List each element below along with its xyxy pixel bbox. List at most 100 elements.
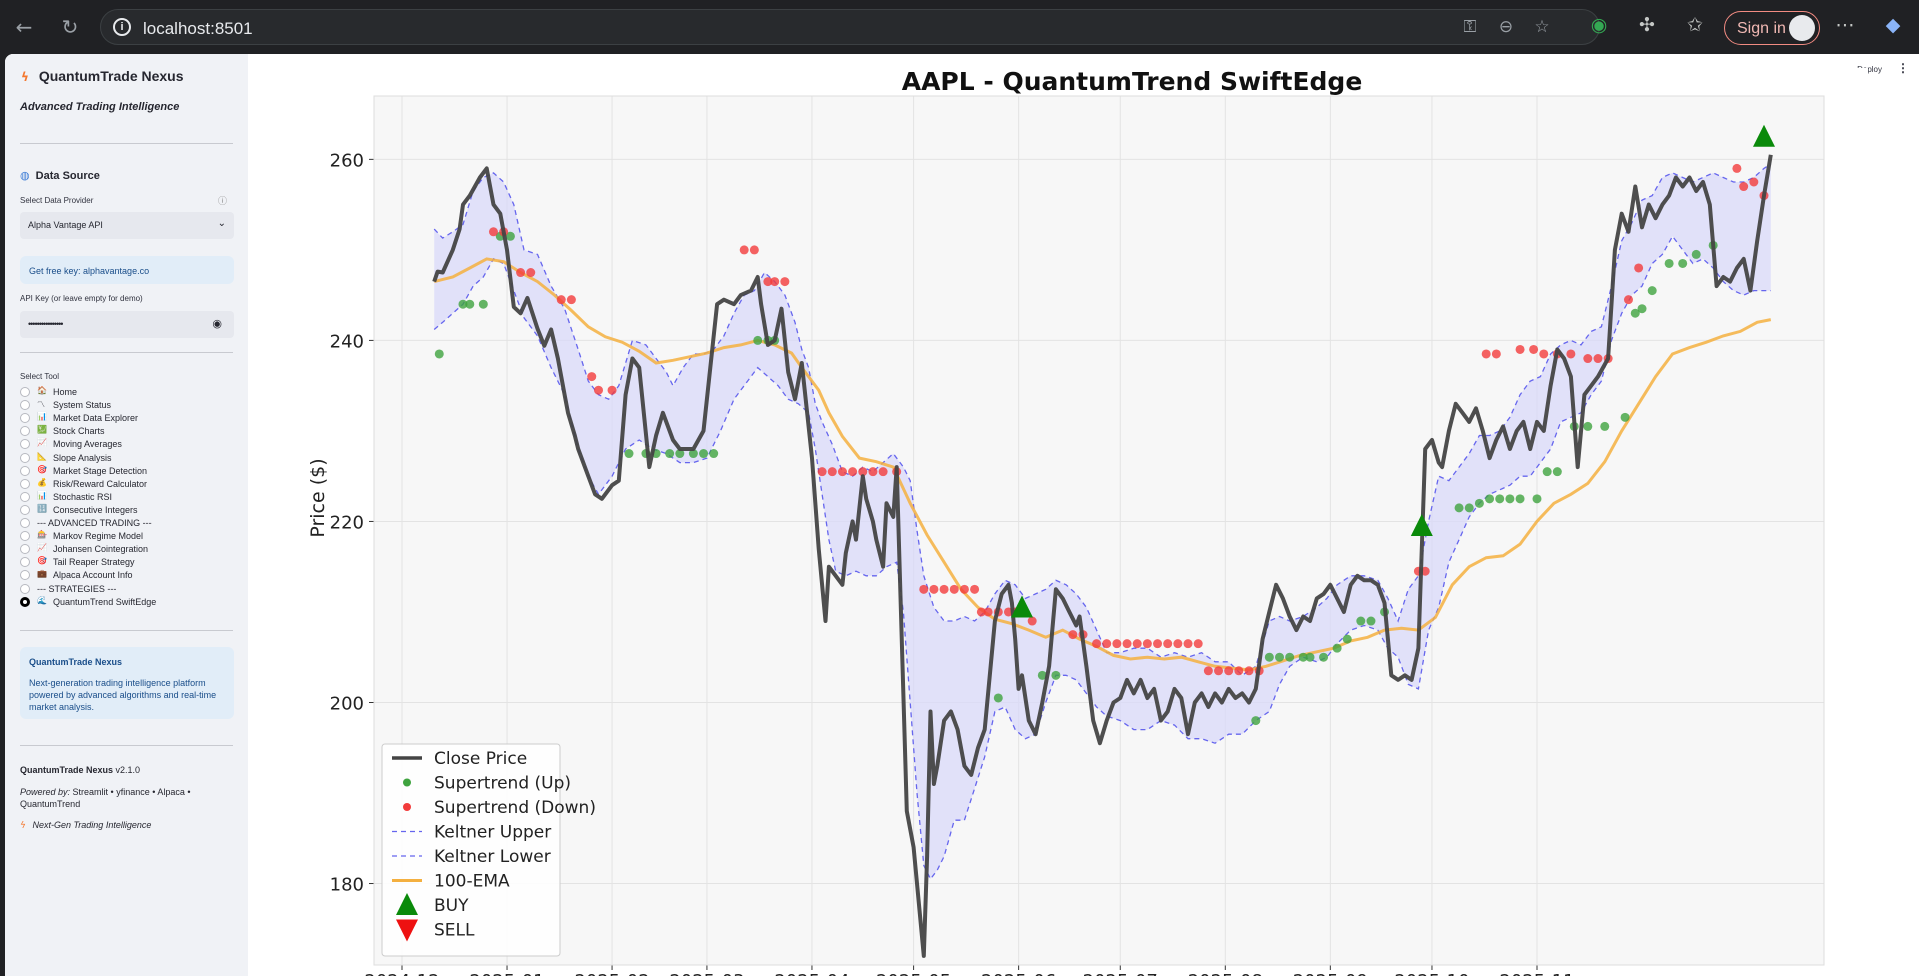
radio-button[interactable] — [20, 465, 30, 476]
radio-button[interactable] — [20, 518, 30, 528]
data-provider-select[interactable]: Alpha Vantage API ⌄ — [20, 212, 234, 239]
supertrend-down-point — [929, 584, 939, 594]
more-menu-icon[interactable]: ⋯ — [1835, 14, 1855, 36]
supertrend-down-point — [763, 277, 773, 287]
radio-button[interactable] — [20, 426, 30, 437]
supertrend-up-point — [1515, 494, 1525, 504]
x-tick-label: 2025-11 — [1499, 971, 1574, 976]
back-icon[interactable]: ← — [15, 15, 33, 39]
supertrend-down-point — [1566, 349, 1576, 359]
extension-game-icon[interactable]: ◉ — [1590, 14, 1608, 36]
favorites-icon[interactable]: ✩ — [1687, 14, 1703, 36]
chevron-down-icon: ⌄ — [217, 218, 226, 229]
supertrend-up-point — [434, 349, 444, 359]
supertrend-up-point — [1332, 643, 1342, 653]
supertrend-up-point — [1342, 634, 1352, 644]
supertrend-up-point — [1464, 503, 1474, 513]
reload-icon[interactable]: ↻ — [61, 15, 79, 39]
radio-button[interactable] — [20, 400, 30, 411]
radio-button[interactable] — [20, 491, 30, 502]
copilot-icon[interactable]: ◆ — [1885, 14, 1901, 36]
lightning-icon: ϟ — [21, 70, 29, 84]
supertrend-down-point — [858, 467, 868, 477]
supertrend-up-point — [1583, 421, 1593, 431]
radio-button[interactable] — [20, 452, 30, 463]
zoom-out-icon[interactable]: ⊖ — [1498, 17, 1514, 37]
radio-button[interactable] — [20, 557, 30, 568]
radio-button[interactable] — [20, 413, 30, 424]
supertrend-down-point — [1142, 639, 1152, 649]
extensions-puzzle-icon[interactable]: ✣ — [1639, 14, 1655, 36]
keltner-upper-line — [433, 163, 1772, 677]
data-source-heading-text: Data Source — [35, 170, 100, 182]
radio-button[interactable] — [20, 583, 30, 594]
legend-label: 100-EMA — [434, 872, 510, 892]
y-tick-label: 200 — [330, 693, 364, 714]
radio-button[interactable] — [20, 478, 30, 489]
eye-icon[interactable]: ◉ — [212, 317, 222, 330]
divider — [20, 352, 233, 353]
tool-label: Alpaca Account Info — [53, 570, 133, 581]
tool-label: Market Data Explorer — [53, 413, 139, 424]
supertrend-down-point — [739, 245, 749, 255]
app-menu-icon[interactable]: ⋮ — [1897, 61, 1909, 75]
x-tick-label: 2025-02 — [574, 971, 649, 976]
supertrend-down-point — [1173, 639, 1183, 649]
x-tick-label: 2025-05 — [876, 971, 951, 976]
supertrend-down-point — [976, 607, 986, 617]
radio-button[interactable] — [20, 544, 30, 555]
supertrend-up-point — [1678, 258, 1688, 268]
x-tick-label: 2025-09 — [1293, 971, 1368, 976]
bookmark-star-icon[interactable]: ☆ — [1534, 17, 1550, 37]
radio-button[interactable] — [20, 596, 30, 607]
browser-toolbar: ← ↻ i localhost:8501 ⚿ ⊖ ☆ ◉ ✣ ✩ Sign in… — [0, 0, 1919, 54]
divider — [20, 143, 233, 144]
supertrend-up-point — [1037, 670, 1047, 680]
help-icon[interactable]: ⓘ — [218, 196, 228, 206]
supertrend-down-point — [607, 385, 617, 395]
legend-box — [381, 743, 561, 957]
url-text: localhost:8501 — [143, 19, 253, 38]
site-info-icon[interactable]: i — [113, 18, 131, 36]
supertrend-up-point — [1356, 616, 1366, 626]
supertrend-down-point — [959, 584, 969, 594]
radio-button[interactable] — [20, 387, 30, 397]
address-bar[interactable]: i localhost:8501 ⚿ ⊖ ☆ — [100, 9, 1600, 45]
radio-button[interactable] — [20, 439, 30, 450]
api-key-input[interactable]: •••••••••••••••• ◉ — [20, 311, 234, 338]
legend-label: Supertrend (Up) — [434, 774, 571, 794]
supertrend-up-point — [1495, 494, 1505, 504]
supertrend-up-point — [675, 449, 685, 459]
supertrend-up-point — [1485, 494, 1495, 504]
radio-button[interactable] — [20, 504, 30, 515]
supertrend-down-point — [770, 277, 780, 287]
supertrend-down-point — [1214, 666, 1224, 676]
data-source-heading: ◍ Data Source — [20, 169, 100, 182]
supertrend-down-point — [939, 584, 949, 594]
supertrend-down-point — [1224, 666, 1234, 676]
tool-icon: 🔢 — [37, 503, 47, 513]
api-key-value: •••••••••••••••• — [28, 319, 63, 329]
radio-button[interactable] — [20, 531, 30, 542]
radio-button[interactable] — [20, 570, 30, 581]
supertrend-up-point — [1298, 652, 1308, 662]
sign-in-button[interactable]: Sign in — [1724, 11, 1820, 45]
key-icon[interactable]: ⚿ — [1463, 17, 1477, 37]
ema-100-line — [433, 257, 1772, 672]
y-axis-label: Price ($) — [307, 458, 329, 537]
supertrend-up-point — [1275, 652, 1285, 662]
supertrend-down-point — [827, 467, 837, 477]
deploy-button[interactable]: Deploy — [1857, 65, 1882, 74]
supertrend-down-point — [1583, 354, 1593, 364]
supertrend-up-point — [1552, 467, 1562, 477]
provider-select-value: Alpha Vantage API — [28, 220, 103, 230]
supertrend-up-point — [1051, 670, 1061, 680]
buy-signal-marker — [1753, 124, 1775, 147]
chart-legend: Close Price Supertrend (Up) Supertrend (Do… — [381, 743, 596, 957]
buy-signals — [1011, 124, 1775, 618]
supertrend-up-point — [1620, 412, 1630, 422]
supertrend-up-point — [1600, 421, 1610, 431]
x-tick-label: 2025-01 — [469, 971, 544, 976]
